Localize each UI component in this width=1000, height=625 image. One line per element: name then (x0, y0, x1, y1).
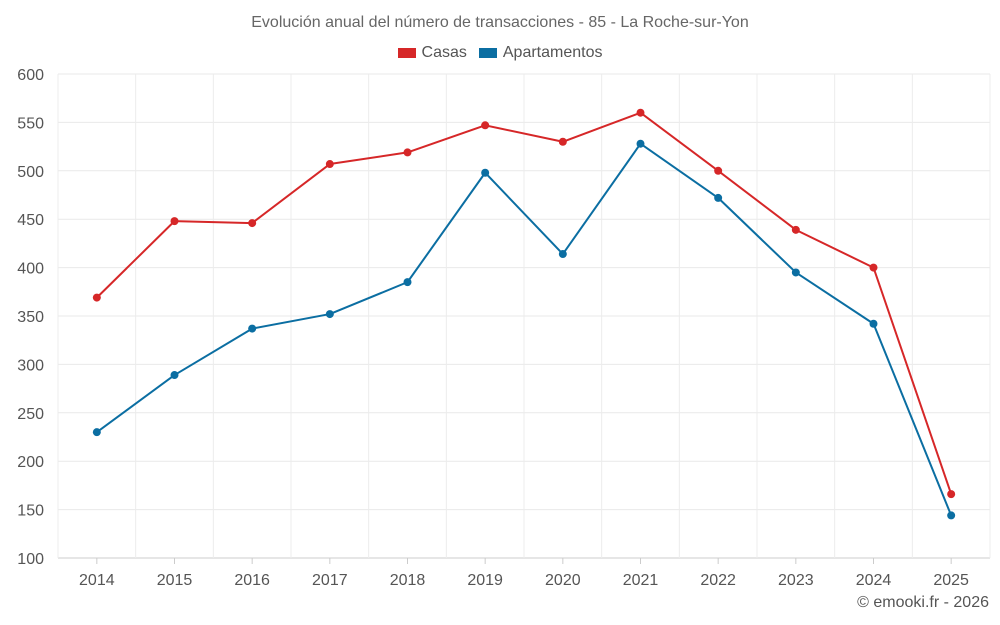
data-point-apartamentos-2025 (947, 511, 956, 520)
y-tick-label-300: 300 (17, 357, 44, 374)
y-tick-label-450: 450 (17, 212, 44, 229)
data-point-apartamentos-2014 (92, 428, 101, 437)
data-point-casas-2021 (636, 108, 645, 117)
chart-legend: Casas Apartamentos (0, 44, 1000, 62)
y-tick-label-400: 400 (17, 261, 44, 278)
data-point-casas-2014 (92, 293, 101, 302)
grid-layer (57, 73, 991, 559)
data-point-casas-2015 (170, 217, 179, 226)
legend-label-apartamentos: Apartamentos (502, 44, 603, 61)
data-point-casas-2018 (403, 148, 412, 157)
legend-item-casas[interactable]: Casas (397, 44, 467, 62)
series-line-apartamentos (96, 142, 953, 516)
y-tick-label-250: 250 (17, 406, 44, 423)
series-casas (92, 108, 956, 499)
x-tick-label-2019: 2019 (467, 572, 503, 589)
data-point-casas-2024 (869, 263, 878, 272)
x-tick-label-2021: 2021 (623, 572, 659, 589)
data-point-casas-2017 (325, 160, 334, 169)
credit-text: © emooki.fr - 2026 (857, 594, 989, 611)
data-point-apartamentos-2018 (403, 278, 412, 287)
data-point-casas-2016 (248, 219, 257, 228)
x-tick-label-2014: 2014 (79, 572, 115, 589)
legend-label-casas: Casas (421, 44, 467, 61)
y-tick-label-100: 100 (17, 551, 44, 568)
data-point-casas-2020 (558, 137, 567, 146)
y-tick-label-550: 550 (17, 115, 44, 132)
legend-swatch-casas (397, 48, 416, 58)
y-tick-label-200: 200 (17, 454, 44, 471)
data-point-casas-2022 (714, 166, 723, 175)
data-point-apartamentos-2023 (791, 268, 800, 277)
data-point-apartamentos-2016 (248, 324, 257, 333)
x-tick-label-2025: 2025 (933, 572, 969, 589)
data-point-apartamentos-2024 (869, 319, 878, 328)
data-point-casas-2023 (791, 225, 800, 234)
x-tick-label-2017: 2017 (312, 572, 348, 589)
data-point-apartamentos-2020 (558, 250, 567, 259)
x-tick-label-2018: 2018 (390, 572, 426, 589)
data-point-apartamentos-2021 (636, 139, 645, 148)
chart-title: Evolución anual del número de transaccio… (251, 14, 749, 31)
data-point-apartamentos-2022 (714, 193, 723, 202)
y-tick-label-600: 600 (17, 67, 44, 84)
series-layer (92, 108, 956, 520)
series-apartamentos (92, 139, 956, 520)
y-tick-label-350: 350 (17, 309, 44, 326)
x-tick-label-2016: 2016 (234, 572, 270, 589)
axis-layer: 100 150 200 250 300 350 400 450 500 550 600 2014 201… (17, 67, 969, 589)
y-tick-label-150: 150 (17, 503, 44, 520)
x-tick-label-2022: 2022 (700, 572, 736, 589)
x-tick-label-2024: 2024 (856, 572, 892, 589)
y-tick-label-500: 500 (17, 164, 44, 181)
x-tick-label-2023: 2023 (778, 572, 814, 589)
data-point-apartamentos-2015 (170, 371, 179, 380)
data-point-apartamentos-2019 (481, 168, 490, 177)
data-point-casas-2019 (481, 121, 490, 130)
legend-item-apartamentos[interactable]: Apartamentos (478, 44, 603, 62)
data-point-casas-2025 (947, 490, 956, 499)
legend-swatch-apartamentos (478, 48, 497, 58)
x-tick-label-2020: 2020 (545, 572, 581, 589)
series-line-casas (96, 111, 953, 495)
data-point-apartamentos-2017 (325, 310, 334, 319)
x-tick-label-2015: 2015 (157, 572, 193, 589)
